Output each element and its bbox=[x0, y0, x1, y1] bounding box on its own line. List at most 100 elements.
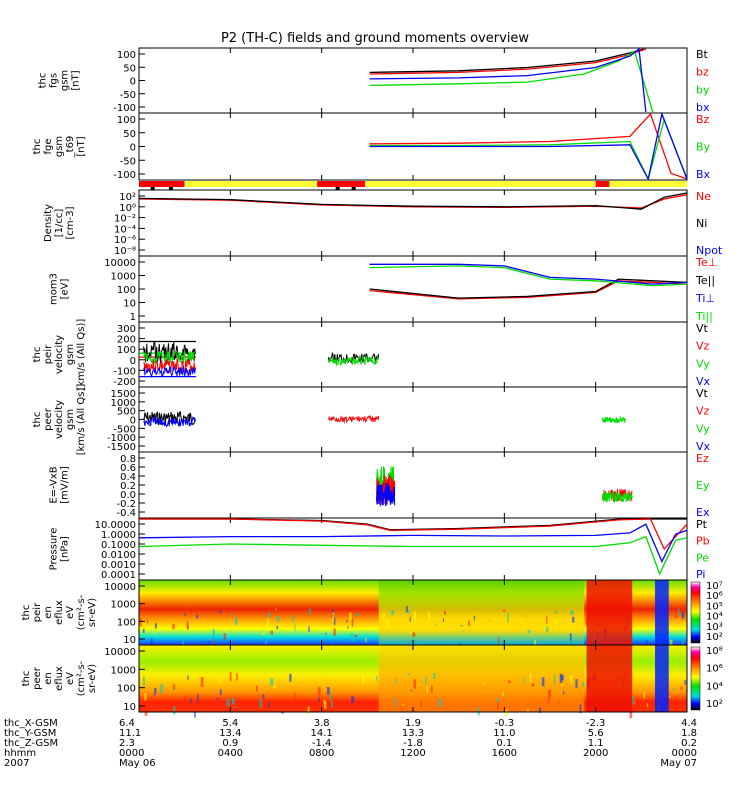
y-tick-label: 0.0 bbox=[120, 490, 136, 501]
y-tick-label: 300 bbox=[117, 324, 136, 335]
spectrogram-speckle bbox=[546, 616, 548, 625]
y-tick-label: 10⁻² bbox=[114, 214, 136, 225]
y-tick-label: 1000 bbox=[111, 665, 136, 676]
time-row-value: 0000 bbox=[672, 748, 697, 759]
spectrogram-speckle bbox=[318, 687, 321, 696]
colorbar-tick-label: 10⁷ bbox=[706, 581, 723, 592]
spectrogram-speckle bbox=[375, 675, 378, 681]
spectrogram-speckle bbox=[212, 638, 214, 647]
y-tick-label: 0.4 bbox=[120, 472, 136, 483]
spectrogram-speckle bbox=[347, 626, 349, 629]
y-axis-label: (cm²-s- bbox=[76, 594, 87, 630]
y-tick-label: 10 bbox=[123, 635, 136, 646]
spectrogram-speckle bbox=[410, 689, 413, 692]
spectrogram-speckle bbox=[187, 707, 191, 712]
time-row-value: 4.4 bbox=[681, 718, 697, 729]
spectrogram-speckle bbox=[507, 612, 509, 623]
y-tick-label: 1.0000 bbox=[101, 530, 136, 541]
legend-entry: Te⊥ bbox=[695, 256, 717, 269]
spectrogram-band bbox=[655, 580, 669, 645]
spectrogram-speckle bbox=[667, 696, 671, 698]
y-tick-label: 0.6 bbox=[120, 463, 136, 474]
y-tick-label: -100 bbox=[113, 366, 136, 377]
spectrogram-speckle bbox=[154, 688, 157, 694]
legend-entry: Ey bbox=[696, 479, 710, 492]
y-tick-label: 10000 bbox=[104, 582, 136, 593]
spectrogram-speckle bbox=[462, 630, 465, 632]
spectrogram-speckle bbox=[668, 642, 671, 645]
time-row-value: 6.4 bbox=[119, 718, 135, 729]
spectrogram-speckle bbox=[230, 612, 232, 616]
spectrogram-speckle bbox=[174, 688, 177, 690]
time-row-value: 1600 bbox=[492, 748, 517, 759]
spectrogram-speckle bbox=[333, 628, 336, 636]
y-tick-label: 100 bbox=[117, 345, 136, 356]
mode-bar-segment bbox=[365, 181, 596, 187]
y-axis-label: E=-VxB bbox=[49, 466, 60, 503]
spectrogram-speckle bbox=[184, 696, 186, 702]
spectrogram-speckle bbox=[505, 709, 508, 717]
colorbar-tick-label: 10⁴ bbox=[706, 681, 723, 692]
noise-burst bbox=[602, 415, 626, 424]
spectrogram-speckle bbox=[219, 678, 221, 685]
spectrogram-speckle bbox=[302, 629, 306, 631]
spectrogram-band bbox=[655, 645, 669, 712]
y-tick-label: 1000 bbox=[111, 398, 136, 409]
noise-burst bbox=[328, 414, 380, 424]
y-tick-label: -0.2 bbox=[116, 499, 136, 510]
spectrogram-speckle bbox=[438, 698, 442, 707]
y-axis-label: gsm bbox=[54, 136, 65, 157]
time-row-value: May 07 bbox=[660, 758, 697, 769]
spectrogram-speckle bbox=[196, 614, 199, 619]
spectrogram-speckle bbox=[294, 631, 298, 633]
spectrogram-speckle bbox=[140, 618, 142, 627]
spectrogram-speckle bbox=[540, 700, 543, 702]
time-row-value: 1200 bbox=[400, 748, 425, 759]
spectrogram-speckle bbox=[236, 673, 238, 681]
y-axis-label: [km/s (All Qs)] bbox=[76, 384, 87, 456]
spectrogram-speckle bbox=[197, 693, 199, 702]
spectrogram-speckle bbox=[332, 612, 334, 622]
spectrogram-speckle bbox=[526, 709, 529, 713]
spectrogram-speckle bbox=[507, 680, 511, 684]
y-axis-label: en bbox=[43, 606, 54, 619]
time-row-value: 11.0 bbox=[493, 728, 515, 739]
spectrogram-speckle bbox=[329, 692, 332, 702]
y-tick-label: 0.0001 bbox=[101, 570, 136, 581]
spectrogram-speckle bbox=[351, 618, 354, 628]
y-axis-label: Density bbox=[43, 204, 54, 242]
spectrogram-speckle bbox=[678, 608, 680, 616]
time-row-value: 13.3 bbox=[402, 728, 424, 739]
mode-bar-segment bbox=[139, 181, 185, 187]
spectrogram-speckle bbox=[190, 606, 192, 614]
spectrogram-speckle bbox=[207, 640, 211, 644]
y-axis-label: gsm bbox=[60, 70, 71, 91]
colorbar bbox=[690, 646, 701, 711]
noise-burst bbox=[143, 410, 196, 426]
y-tick-label: 0.0010 bbox=[101, 560, 136, 571]
y-tick-label: -1000 bbox=[107, 433, 136, 444]
spectrogram-speckle bbox=[268, 701, 270, 708]
panel-frame bbox=[138, 47, 688, 114]
mode-bar-segment bbox=[317, 181, 366, 187]
y-axis-label: sr-eV) bbox=[87, 664, 98, 693]
spectrogram-speckle bbox=[561, 684, 564, 686]
y-axis-label: eV bbox=[65, 672, 76, 685]
mode-bar-marker bbox=[351, 187, 356, 190]
spectrogram-speckle bbox=[229, 630, 231, 632]
spectrogram-speckle bbox=[144, 693, 147, 701]
y-tick-label: 0 bbox=[130, 356, 136, 367]
legend-entry: Ti|| bbox=[695, 310, 713, 323]
spectrogram-speckle bbox=[428, 610, 431, 620]
spectrogram-speckle bbox=[635, 675, 637, 677]
mode-bar-segment bbox=[184, 181, 318, 187]
spectrogram-speckle bbox=[497, 636, 500, 644]
y-axis-label: velocity bbox=[54, 400, 65, 439]
legend-entry: Ne bbox=[696, 190, 711, 203]
y-axis-label: peer bbox=[32, 666, 43, 690]
time-row-value: 0000 bbox=[119, 748, 144, 759]
spectrogram-speckle bbox=[555, 619, 558, 627]
spectrogram-speckle bbox=[227, 628, 229, 633]
y-tick-label: 10000 bbox=[104, 258, 136, 269]
y-tick-label: 1000 bbox=[111, 272, 136, 283]
